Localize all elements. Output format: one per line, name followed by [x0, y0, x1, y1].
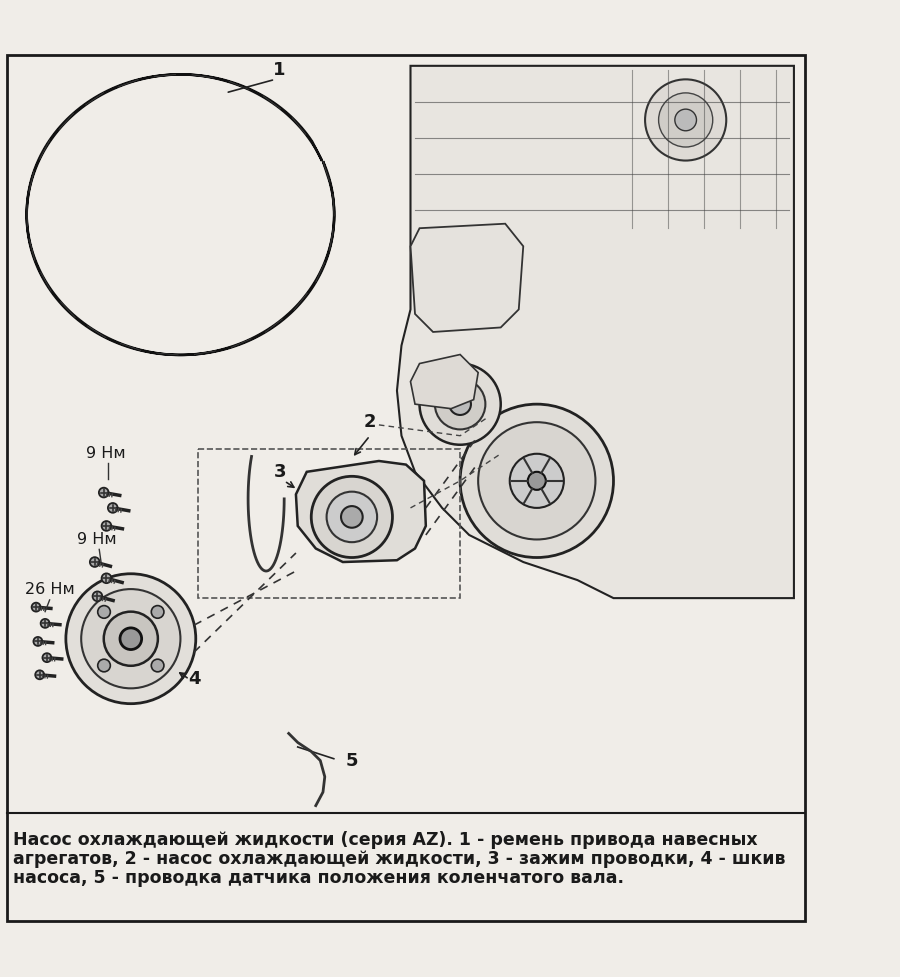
Text: 4: 4 [188, 670, 200, 689]
Circle shape [98, 659, 111, 672]
Circle shape [460, 404, 614, 558]
Circle shape [645, 79, 726, 160]
Circle shape [327, 491, 377, 542]
Circle shape [66, 573, 196, 703]
Circle shape [675, 109, 697, 131]
Polygon shape [296, 461, 426, 562]
Text: агрегатов, 2 - насос охлаждающей жидкости, 3 - зажим проводки, 4 - шкив: агрегатов, 2 - насос охлаждающей жидкост… [13, 850, 785, 868]
Circle shape [102, 573, 112, 583]
Bar [199, 449, 460, 598]
Circle shape [93, 591, 103, 601]
Circle shape [40, 618, 50, 628]
Circle shape [449, 394, 471, 415]
Circle shape [99, 488, 109, 497]
Circle shape [33, 637, 42, 646]
Circle shape [151, 606, 164, 618]
Circle shape [90, 557, 100, 567]
Circle shape [341, 506, 363, 528]
Circle shape [102, 521, 112, 531]
Circle shape [659, 93, 713, 147]
Text: 9 Нм: 9 Нм [86, 446, 125, 461]
Circle shape [151, 659, 164, 672]
Circle shape [104, 612, 158, 665]
Polygon shape [410, 355, 478, 408]
Text: насоса, 5 - проводка датчика положения коленчатого вала.: насоса, 5 - проводка датчика положения к… [13, 869, 624, 887]
Circle shape [98, 606, 111, 618]
Circle shape [108, 503, 118, 513]
Circle shape [435, 379, 485, 430]
Polygon shape [410, 224, 523, 332]
Text: Насос охлаждающей жидкости (серия AZ). 1 - ремень привода навесных: Насос охлаждающей жидкости (серия AZ). 1… [13, 830, 757, 849]
Circle shape [32, 603, 40, 612]
Circle shape [35, 670, 44, 679]
Text: 3: 3 [274, 463, 286, 481]
Polygon shape [397, 65, 794, 598]
Polygon shape [27, 74, 334, 355]
Circle shape [42, 654, 51, 662]
Circle shape [527, 472, 545, 489]
Circle shape [478, 422, 596, 539]
Circle shape [509, 453, 564, 508]
Text: 5: 5 [346, 751, 358, 770]
Text: 9 Нм: 9 Нм [76, 531, 116, 547]
Text: 2: 2 [364, 413, 376, 431]
Circle shape [120, 628, 141, 650]
Text: 26 Нм: 26 Нм [25, 581, 75, 597]
Text: 1: 1 [274, 62, 286, 79]
Circle shape [81, 589, 180, 689]
Circle shape [311, 477, 392, 558]
Circle shape [419, 363, 500, 445]
